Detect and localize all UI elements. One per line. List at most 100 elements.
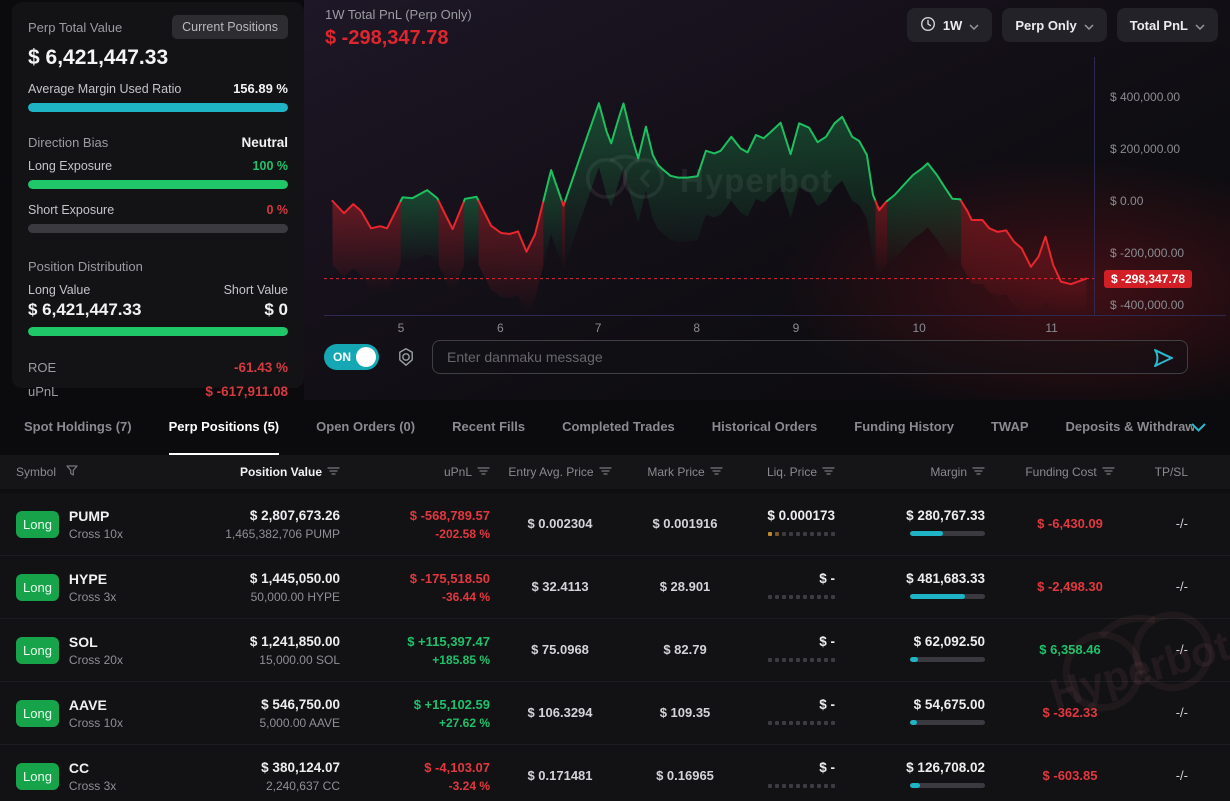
more-tabs-button[interactable] xyxy=(1191,423,1206,432)
short-value: $ 0 xyxy=(264,300,288,319)
position-row-pump[interactable]: Long PUMP Cross 10x $ 2,807,673.26 1,465,… xyxy=(0,493,1230,556)
margin-value: $ 62,092.50 xyxy=(913,633,985,649)
axis-bottom-line xyxy=(324,315,1226,316)
side-badge: Long xyxy=(16,762,59,790)
upnl-pct: -202.58 % xyxy=(435,526,490,541)
roe-label: ROE xyxy=(28,360,57,375)
metric-dropdown[interactable]: Total PnL xyxy=(1116,8,1218,42)
timeframe-label: 1W xyxy=(942,17,963,33)
panel-title: Perp Total Value xyxy=(28,19,123,35)
position-value: $ 380,124.07 xyxy=(261,759,340,775)
tab-perp-positions-5[interactable]: Perp Positions (5) xyxy=(168,400,280,455)
short-exposure-label: Short Exposure xyxy=(28,203,115,217)
column-header-margin[interactable]: Margin xyxy=(860,465,1010,479)
avg-margin-bar xyxy=(28,103,288,112)
mark-price: $ 28.901 xyxy=(659,579,711,594)
tpsl-value[interactable]: -/- xyxy=(1175,516,1188,531)
send-danmaku-button[interactable] xyxy=(1151,346,1177,370)
avg-margin-value: 156.89 % xyxy=(233,81,288,96)
column-header-tp-sl: TP/SL xyxy=(1154,465,1188,479)
leverage: Cross 10x xyxy=(68,526,123,541)
margin-bar xyxy=(910,782,985,788)
symbol: CC xyxy=(68,759,90,776)
liq-progress-dots xyxy=(768,720,835,725)
mark-price: $ 0.001916 xyxy=(652,516,718,531)
upnl-value: $ -175,518.50 xyxy=(409,570,490,586)
danmaku-settings-button[interactable] xyxy=(396,347,416,367)
x-axis-label: 11 xyxy=(1045,321,1058,335)
symbol: AAVE xyxy=(68,696,107,713)
margin-value: $ 280,767.33 xyxy=(906,507,985,523)
chevron-down-icon xyxy=(1084,18,1094,33)
tab-recent-fills[interactable]: Recent Fills xyxy=(452,419,526,434)
funding-cost: $ -603.85 xyxy=(1042,768,1098,783)
timeframe-dropdown[interactable]: 1W xyxy=(906,8,993,42)
leverage: Cross 10x xyxy=(68,715,123,730)
tab-historical-orders[interactable]: Historical Orders xyxy=(711,419,818,434)
danmaku-toggle[interactable]: ON xyxy=(324,344,379,370)
liq-price: $ - xyxy=(819,696,835,712)
chart-controls: 1W Perp Only Total PnL xyxy=(906,8,1218,42)
y-axis-label: $ 200,000.00 xyxy=(1110,142,1181,156)
tab-deposits-withdraw[interactable]: Deposits & Withdraw xyxy=(1065,419,1194,434)
position-row-aave[interactable]: Long AAVE Cross 10x $ 546,750.00 5,000.00… xyxy=(0,682,1230,745)
tab-spot-holdings-7[interactable]: Spot Holdings (7) xyxy=(24,419,132,434)
margin-bar xyxy=(910,719,985,725)
pnl-line-chart[interactable] xyxy=(324,57,1094,315)
entry-price: $ 106.3294 xyxy=(527,705,593,720)
upnl-pct: -3.24 % xyxy=(448,778,490,793)
leverage: Cross 3x xyxy=(68,589,117,604)
leverage: Cross 3x xyxy=(68,778,117,793)
sort-icon xyxy=(972,465,985,479)
column-header-entry-avg-price[interactable]: Entry Avg. Price xyxy=(490,465,630,479)
tpsl-value[interactable]: -/- xyxy=(1175,705,1188,720)
position-row-hype[interactable]: Long HYPE Cross 3x $ 1,445,050.00 50,000.… xyxy=(0,556,1230,619)
tab-completed-trades[interactable]: Completed Trades xyxy=(562,419,675,434)
short-exposure-value: 0 % xyxy=(266,203,288,217)
tab-open-orders-0[interactable]: Open Orders (0) xyxy=(316,419,416,434)
tpsl-value[interactable]: -/- xyxy=(1175,579,1188,594)
current-positions-chip[interactable]: Current Positions xyxy=(172,15,288,39)
x-axis-label: 10 xyxy=(912,321,926,335)
position-row-sol[interactable]: Long SOL Cross 20x $ 1,241,850.00 15,000.… xyxy=(0,619,1230,682)
column-header-upnl[interactable]: uPnL xyxy=(340,465,490,479)
tab-funding-history[interactable]: Funding History xyxy=(854,419,954,434)
liq-price: $ - xyxy=(819,570,835,586)
danmaku-input[interactable] xyxy=(433,349,1187,365)
scope-dropdown[interactable]: Perp Only xyxy=(1002,8,1107,42)
x-axis-label: 8 xyxy=(693,321,701,335)
position-value: $ 1,445,050.00 xyxy=(249,570,340,586)
tpsl-value[interactable]: -/- xyxy=(1175,642,1188,657)
tab-twap[interactable]: TWAP xyxy=(990,419,1029,434)
column-header-liq-price[interactable]: Liq. Price xyxy=(740,465,860,479)
funding-cost: $ -362.33 xyxy=(1042,705,1098,720)
column-header-funding-cost[interactable]: Funding Cost xyxy=(1010,465,1130,479)
side-badge: Long xyxy=(16,573,59,601)
tpsl-value[interactable]: -/- xyxy=(1175,768,1188,783)
position-value: $ 1,241,850.00 xyxy=(249,633,340,649)
column-header-position-value[interactable]: Position Value xyxy=(150,465,340,479)
liq-price: $ - xyxy=(819,759,835,775)
liq-progress-dots xyxy=(768,783,835,788)
upnl-value: $ +15,102.59 xyxy=(413,696,490,712)
chevron-down-icon xyxy=(1195,18,1205,33)
margin-bar xyxy=(910,530,985,536)
chart-current-pnl: $ -298,347.78 xyxy=(325,27,449,49)
mark-price: $ 0.16965 xyxy=(656,768,714,783)
upnl-value: $ -617,911.08 xyxy=(205,384,288,399)
table-body: Long PUMP Cross 10x $ 2,807,673.26 1,465,… xyxy=(0,493,1230,801)
toggle-on-label: ON xyxy=(333,350,351,364)
column-header-symbol[interactable]: Symbol xyxy=(0,465,150,479)
upnl-label: uPnL xyxy=(28,384,59,399)
column-header-mark-price[interactable]: Mark Price xyxy=(630,465,740,479)
chevron-down-icon xyxy=(969,18,979,33)
sort-icon xyxy=(710,465,723,479)
sort-icon xyxy=(477,465,490,479)
position-size: 50,000.00 HYPE xyxy=(250,589,340,604)
position-row-cc[interactable]: Long CC Cross 3x $ 380,124.07 2,240,637 C… xyxy=(0,745,1230,801)
x-axis-label: 7 xyxy=(594,321,602,335)
long-value: $ 6,421,447.33 xyxy=(28,300,142,319)
y-axis-label: $ -200,000.00 xyxy=(1110,246,1185,260)
y-axis-label: $ 0.00 xyxy=(1110,194,1144,208)
